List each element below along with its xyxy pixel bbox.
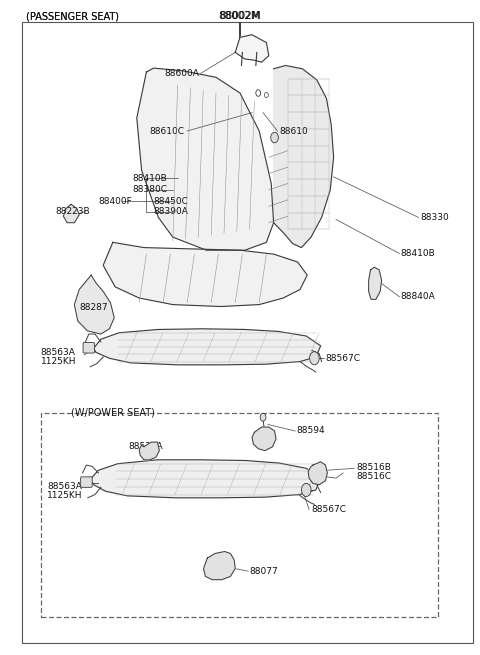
Text: 88223B: 88223B [55, 207, 90, 216]
Text: 88002M: 88002M [218, 11, 260, 22]
Polygon shape [308, 462, 327, 485]
Text: (W/POWER SEAT): (W/POWER SEAT) [71, 407, 155, 418]
Text: 88410B: 88410B [401, 249, 435, 258]
Text: 88516C: 88516C [356, 472, 391, 481]
Text: (PASSENGER SEAT): (PASSENGER SEAT) [26, 11, 120, 22]
Text: 88390A: 88390A [154, 207, 189, 216]
Polygon shape [204, 552, 235, 580]
Text: 88077: 88077 [250, 567, 278, 576]
Text: 88563A: 88563A [47, 481, 82, 491]
Text: 88330: 88330 [420, 213, 449, 222]
Polygon shape [74, 275, 114, 334]
Circle shape [260, 413, 266, 421]
Circle shape [264, 92, 268, 98]
Text: 88563A: 88563A [41, 348, 76, 357]
Text: 88400F: 88400F [98, 196, 132, 206]
Circle shape [301, 483, 311, 496]
Circle shape [256, 90, 261, 96]
Polygon shape [235, 35, 269, 62]
Text: (PASSENGER SEAT): (PASSENGER SEAT) [26, 11, 120, 22]
Polygon shape [63, 204, 79, 223]
Text: 1125KH: 1125KH [41, 357, 76, 366]
Polygon shape [90, 460, 321, 498]
Text: 88594: 88594 [297, 426, 325, 436]
Text: 88567C: 88567C [311, 505, 346, 514]
Text: 88610: 88610 [279, 126, 308, 136]
Polygon shape [252, 427, 276, 451]
FancyBboxPatch shape [22, 22, 473, 643]
Text: 1125KH: 1125KH [47, 491, 83, 500]
Text: 88002M: 88002M [219, 11, 261, 22]
Circle shape [310, 352, 319, 365]
Polygon shape [94, 329, 321, 365]
FancyBboxPatch shape [81, 477, 92, 487]
Text: 88600A: 88600A [164, 69, 199, 78]
Polygon shape [139, 442, 159, 460]
Polygon shape [103, 242, 307, 307]
Text: 88567C: 88567C [325, 354, 360, 363]
Text: 88610C: 88610C [150, 126, 185, 136]
Polygon shape [137, 68, 274, 250]
Polygon shape [369, 267, 382, 299]
Text: 88522A: 88522A [129, 442, 163, 451]
FancyBboxPatch shape [83, 343, 95, 353]
Circle shape [271, 132, 278, 143]
Text: 88287: 88287 [79, 303, 108, 312]
FancyBboxPatch shape [41, 413, 438, 617]
Text: 88840A: 88840A [401, 292, 435, 301]
Text: 88380C: 88380C [132, 185, 167, 195]
Polygon shape [274, 66, 334, 248]
Text: 88516B: 88516B [356, 462, 391, 472]
Text: 88450C: 88450C [154, 196, 189, 206]
Text: 88410B: 88410B [132, 174, 167, 183]
